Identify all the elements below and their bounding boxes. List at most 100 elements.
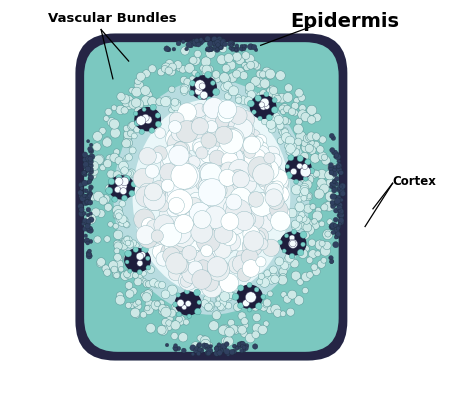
Ellipse shape <box>113 79 309 315</box>
Circle shape <box>97 258 105 266</box>
Circle shape <box>173 302 178 307</box>
Circle shape <box>291 168 297 175</box>
Circle shape <box>242 45 246 48</box>
Circle shape <box>258 170 280 191</box>
Circle shape <box>202 103 212 113</box>
Circle shape <box>199 38 203 42</box>
FancyBboxPatch shape <box>75 33 347 361</box>
Circle shape <box>268 125 276 133</box>
Circle shape <box>185 301 191 307</box>
Circle shape <box>333 229 339 234</box>
Circle shape <box>308 146 316 154</box>
Circle shape <box>226 353 230 356</box>
Circle shape <box>106 187 113 194</box>
Circle shape <box>280 129 288 137</box>
Circle shape <box>116 105 125 115</box>
Circle shape <box>266 115 273 121</box>
Circle shape <box>294 97 300 103</box>
Circle shape <box>299 191 308 199</box>
Circle shape <box>145 305 150 311</box>
Circle shape <box>334 186 337 190</box>
Circle shape <box>171 98 179 106</box>
Circle shape <box>120 271 130 281</box>
Circle shape <box>209 46 214 52</box>
Circle shape <box>86 213 90 217</box>
Circle shape <box>201 277 222 298</box>
Circle shape <box>214 346 219 351</box>
Circle shape <box>323 229 333 240</box>
Circle shape <box>84 239 88 243</box>
Circle shape <box>311 219 317 224</box>
Circle shape <box>201 164 225 187</box>
Circle shape <box>199 335 208 344</box>
Circle shape <box>334 153 339 157</box>
Circle shape <box>182 131 201 151</box>
Circle shape <box>217 298 223 304</box>
Circle shape <box>336 195 341 201</box>
Circle shape <box>192 138 210 156</box>
Circle shape <box>307 271 313 278</box>
Circle shape <box>330 147 335 153</box>
Circle shape <box>219 325 228 335</box>
Circle shape <box>201 299 209 307</box>
Circle shape <box>252 293 260 302</box>
Circle shape <box>288 155 294 161</box>
Circle shape <box>201 337 208 344</box>
Circle shape <box>312 133 320 140</box>
Circle shape <box>217 343 221 347</box>
Circle shape <box>273 113 280 119</box>
Circle shape <box>244 210 264 230</box>
Circle shape <box>215 39 220 45</box>
Ellipse shape <box>250 95 276 119</box>
Ellipse shape <box>108 175 135 200</box>
Circle shape <box>88 147 92 152</box>
Circle shape <box>315 207 321 213</box>
Circle shape <box>243 225 260 242</box>
Circle shape <box>137 72 146 81</box>
Circle shape <box>182 305 187 310</box>
Circle shape <box>332 188 337 193</box>
Circle shape <box>85 166 91 172</box>
Circle shape <box>182 245 197 260</box>
Circle shape <box>206 97 212 103</box>
Circle shape <box>242 236 263 256</box>
Circle shape <box>219 126 242 149</box>
Circle shape <box>338 223 342 226</box>
Circle shape <box>180 275 192 287</box>
Circle shape <box>114 248 120 254</box>
Circle shape <box>331 230 335 234</box>
Circle shape <box>206 46 209 50</box>
Circle shape <box>255 167 268 180</box>
Circle shape <box>292 221 301 231</box>
Circle shape <box>264 270 271 277</box>
Circle shape <box>196 77 204 85</box>
Circle shape <box>293 124 303 134</box>
Circle shape <box>99 127 106 134</box>
Circle shape <box>335 154 341 160</box>
Circle shape <box>213 246 225 258</box>
Circle shape <box>79 211 85 217</box>
Circle shape <box>329 256 333 260</box>
Circle shape <box>216 296 224 304</box>
Circle shape <box>248 230 265 247</box>
Circle shape <box>206 65 213 72</box>
Circle shape <box>253 313 261 322</box>
Circle shape <box>202 69 209 76</box>
Circle shape <box>211 36 218 42</box>
Circle shape <box>122 195 128 201</box>
Circle shape <box>191 252 210 270</box>
Circle shape <box>169 107 175 113</box>
Circle shape <box>137 260 143 266</box>
Circle shape <box>315 240 325 250</box>
Circle shape <box>234 46 239 52</box>
Circle shape <box>243 45 247 48</box>
Circle shape <box>156 200 169 212</box>
Circle shape <box>133 168 154 189</box>
Circle shape <box>89 193 97 201</box>
Circle shape <box>192 41 197 46</box>
Circle shape <box>167 203 181 217</box>
Circle shape <box>180 86 188 94</box>
Circle shape <box>301 142 311 152</box>
Circle shape <box>235 211 254 231</box>
Circle shape <box>239 46 245 51</box>
